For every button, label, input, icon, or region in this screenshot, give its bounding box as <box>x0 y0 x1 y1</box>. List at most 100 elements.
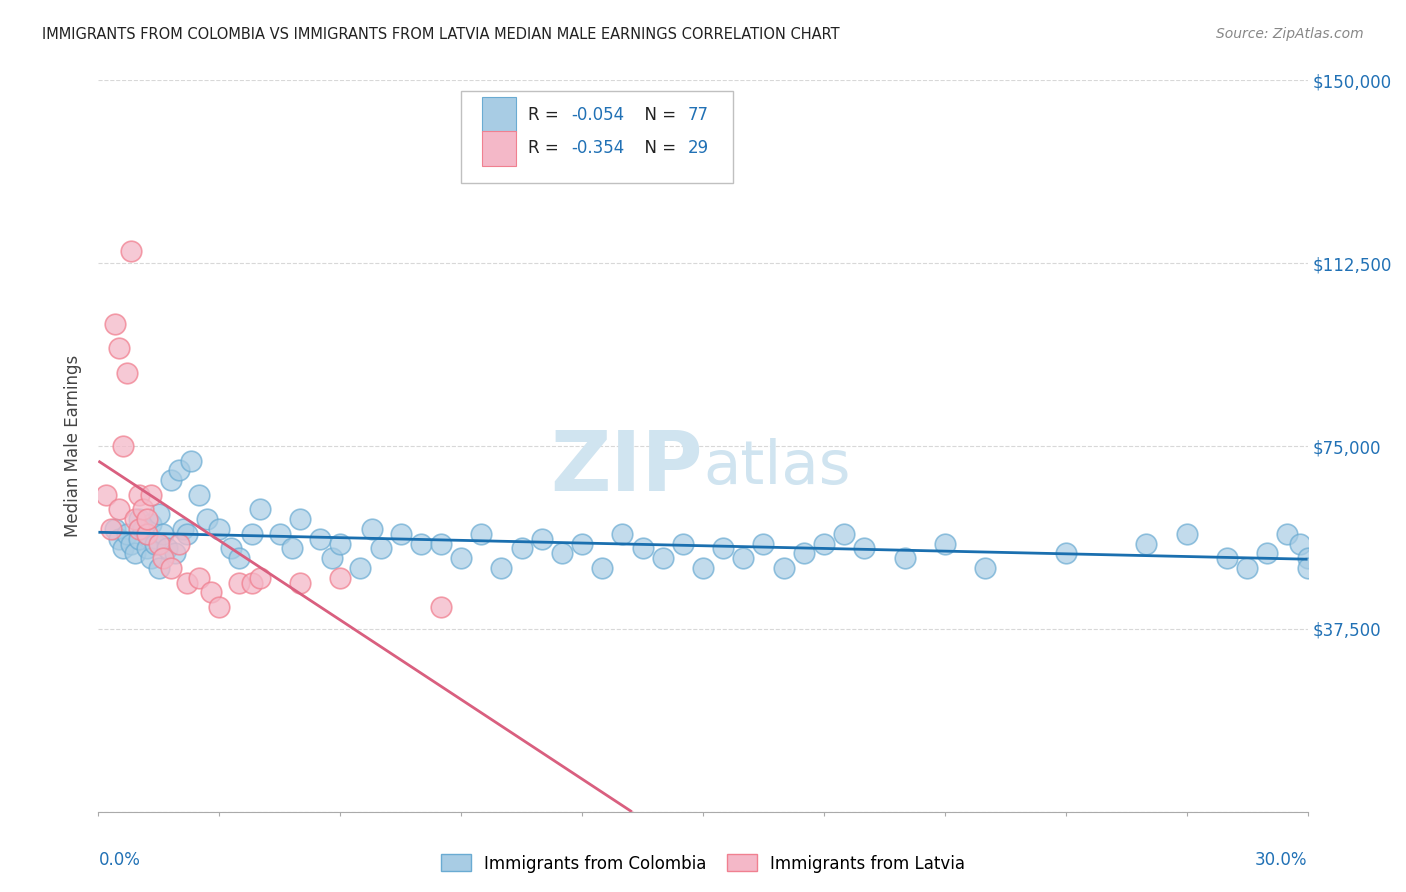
Point <box>651 551 673 566</box>
Point <box>160 473 183 487</box>
Point <box>1277 526 1299 541</box>
Point <box>711 541 734 556</box>
Point <box>240 575 263 590</box>
Point <box>249 502 271 516</box>
Point <box>309 532 332 546</box>
Text: N =: N = <box>634 139 682 157</box>
Point <box>1236 561 1258 575</box>
Point <box>107 502 129 516</box>
Point <box>111 439 134 453</box>
Bar <box>482 131 516 166</box>
Point <box>172 522 194 536</box>
Point <box>208 522 231 536</box>
Point <box>111 541 134 556</box>
Point <box>430 599 453 614</box>
Point <box>612 526 634 541</box>
Point <box>240 526 263 541</box>
Point <box>188 488 211 502</box>
Point <box>128 532 150 546</box>
Point <box>370 541 392 556</box>
FancyBboxPatch shape <box>461 91 734 183</box>
Point <box>321 551 343 566</box>
Text: -0.354: -0.354 <box>571 139 624 157</box>
Point <box>96 488 118 502</box>
Point <box>450 551 472 566</box>
Point <box>115 366 138 380</box>
Point <box>893 551 915 566</box>
Point <box>167 536 190 550</box>
Point <box>163 546 186 560</box>
Point <box>152 526 174 541</box>
Point <box>853 541 876 556</box>
Point <box>591 561 613 575</box>
Point <box>128 488 150 502</box>
Point <box>115 526 138 541</box>
Point <box>139 551 162 566</box>
Point <box>176 526 198 541</box>
Point <box>124 512 146 526</box>
Point <box>148 561 170 575</box>
Point <box>195 512 218 526</box>
Point <box>752 536 775 550</box>
Point <box>1216 551 1239 566</box>
Point <box>148 536 170 550</box>
Point <box>128 512 150 526</box>
Point <box>228 575 250 590</box>
Point <box>135 541 157 556</box>
Point <box>120 536 142 550</box>
Point <box>1175 526 1198 541</box>
Point <box>934 536 956 550</box>
Text: Source: ZipAtlas.com: Source: ZipAtlas.com <box>1216 27 1364 41</box>
Point <box>1296 551 1319 566</box>
Point <box>188 571 211 585</box>
Text: N =: N = <box>634 105 682 124</box>
Legend: Immigrants from Colombia, Immigrants from Latvia: Immigrants from Colombia, Immigrants fro… <box>434 847 972 880</box>
Point <box>249 571 271 585</box>
Point <box>143 536 166 550</box>
Point <box>288 575 311 590</box>
Point <box>120 244 142 258</box>
Point <box>132 522 155 536</box>
Point <box>510 541 533 556</box>
Text: atlas: atlas <box>703 439 851 498</box>
Point <box>103 317 125 331</box>
Point <box>152 551 174 566</box>
Point <box>672 536 695 550</box>
Point <box>128 522 150 536</box>
Point <box>530 532 553 546</box>
Point <box>772 561 794 575</box>
Point <box>1135 536 1157 550</box>
Point <box>100 522 122 536</box>
Point <box>409 536 432 550</box>
Text: IMMIGRANTS FROM COLOMBIA VS IMMIGRANTS FROM LATVIA MEDIAN MALE EARNINGS CORRELAT: IMMIGRANTS FROM COLOMBIA VS IMMIGRANTS F… <box>42 27 839 42</box>
Point <box>107 342 129 356</box>
Point <box>1054 546 1077 560</box>
Point <box>132 502 155 516</box>
Point <box>551 546 574 560</box>
Point <box>124 546 146 560</box>
Text: R =: R = <box>527 139 564 157</box>
Point <box>329 571 352 585</box>
Point <box>139 488 162 502</box>
Point <box>470 526 492 541</box>
Point <box>180 453 202 467</box>
Text: -0.054: -0.054 <box>571 105 624 124</box>
Point <box>228 551 250 566</box>
Point <box>349 561 371 575</box>
Point <box>176 575 198 590</box>
Point <box>491 561 513 575</box>
Text: 29: 29 <box>688 139 709 157</box>
Point <box>1296 561 1319 575</box>
Point <box>813 536 835 550</box>
Point <box>160 561 183 575</box>
Point <box>389 526 412 541</box>
Point <box>361 522 384 536</box>
Text: 77: 77 <box>688 105 709 124</box>
Text: R =: R = <box>527 105 564 124</box>
Point <box>135 526 157 541</box>
Point <box>156 541 179 556</box>
Point <box>167 463 190 477</box>
Point <box>571 536 593 550</box>
Point <box>135 526 157 541</box>
Point <box>148 508 170 522</box>
